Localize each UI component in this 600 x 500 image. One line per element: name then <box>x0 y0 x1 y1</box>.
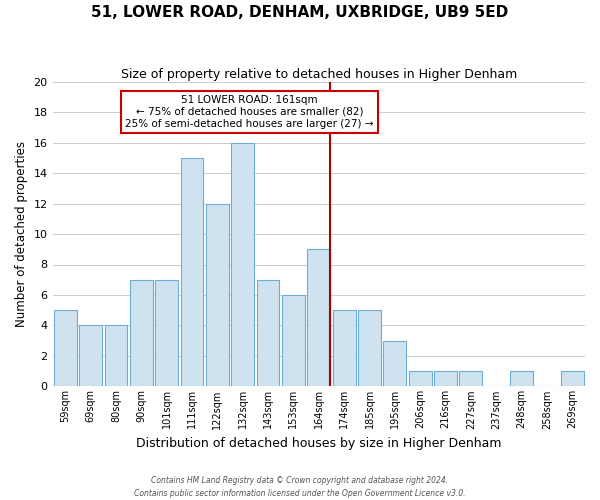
Bar <box>282 295 305 386</box>
Bar <box>460 371 482 386</box>
Bar <box>231 142 254 386</box>
X-axis label: Distribution of detached houses by size in Higher Denham: Distribution of detached houses by size … <box>136 437 502 450</box>
Y-axis label: Number of detached properties: Number of detached properties <box>15 141 28 327</box>
Text: Contains HM Land Registry data © Crown copyright and database right 2024.
Contai: Contains HM Land Registry data © Crown c… <box>134 476 466 498</box>
Title: Size of property relative to detached houses in Higher Denham: Size of property relative to detached ho… <box>121 68 517 80</box>
Bar <box>79 326 102 386</box>
Bar <box>383 340 406 386</box>
Bar <box>54 310 77 386</box>
Bar <box>510 371 533 386</box>
Bar <box>434 371 457 386</box>
Bar <box>257 280 280 386</box>
Text: 51 LOWER ROAD: 161sqm
← 75% of detached houses are smaller (82)
25% of semi-deta: 51 LOWER ROAD: 161sqm ← 75% of detached … <box>125 96 374 128</box>
Bar <box>206 204 229 386</box>
Bar <box>333 310 356 386</box>
Bar <box>307 250 330 386</box>
Bar <box>409 371 431 386</box>
Bar <box>130 280 152 386</box>
Bar <box>561 371 584 386</box>
Bar <box>104 326 127 386</box>
Bar <box>155 280 178 386</box>
Bar <box>358 310 381 386</box>
Text: 51, LOWER ROAD, DENHAM, UXBRIDGE, UB9 5ED: 51, LOWER ROAD, DENHAM, UXBRIDGE, UB9 5E… <box>91 5 509 20</box>
Bar <box>181 158 203 386</box>
